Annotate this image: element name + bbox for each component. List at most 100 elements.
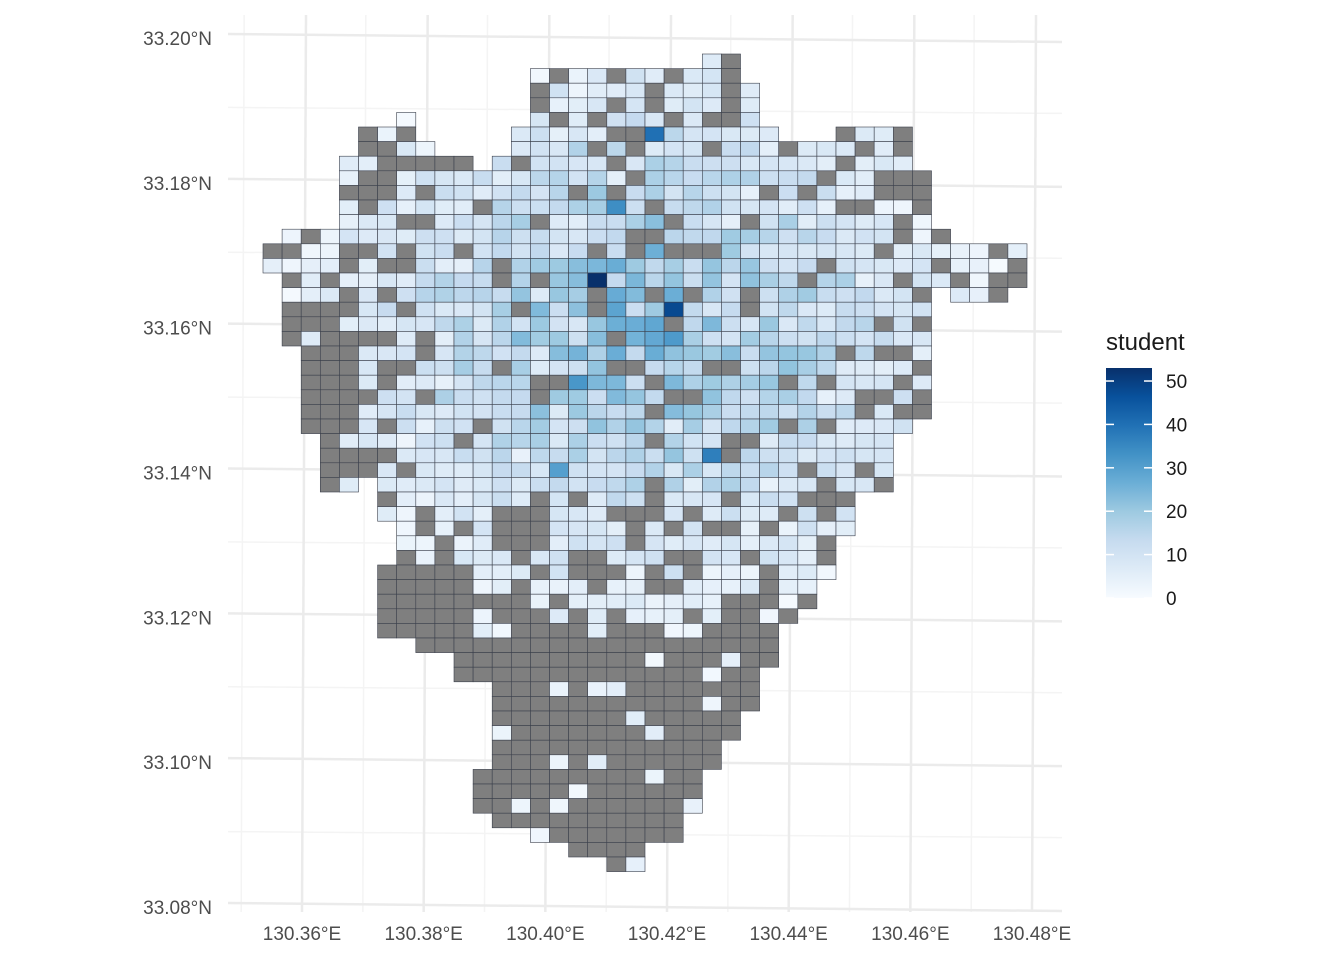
grid-cell [568, 141, 588, 157]
grid-cell-na [606, 842, 627, 858]
grid-cell [510, 564, 531, 580]
grid-cell [377, 214, 398, 230]
grid-cell [625, 272, 646, 288]
grid-cell [644, 170, 665, 186]
grid-cell-na [892, 272, 913, 288]
grid-cell [721, 185, 741, 201]
grid-cell [415, 287, 436, 303]
grid-cell-na [530, 725, 550, 741]
grid-cell [472, 360, 493, 376]
grid-cell-na [568, 769, 588, 785]
grid-cell [606, 520, 627, 537]
grid-cell [625, 404, 646, 420]
grid-cell [988, 258, 1009, 274]
grid-cell [701, 506, 722, 522]
grid-cell [797, 433, 818, 449]
grid-cell [759, 199, 779, 215]
grid-cell-na [740, 214, 760, 230]
grid-cell [682, 404, 703, 420]
grid-cell [358, 360, 378, 376]
grid-cell-na [530, 783, 550, 799]
grid-cell [701, 331, 722, 347]
grid-cell [797, 331, 818, 347]
grid-cell [587, 68, 608, 84]
grid-cell-na [682, 637, 703, 653]
grid-cell-na [549, 812, 569, 829]
grid-cell-na [854, 141, 875, 157]
grid-cell [644, 652, 665, 668]
grid-cell-na [587, 579, 608, 595]
grid-cell [778, 316, 799, 332]
grid-cell-na [510, 652, 531, 668]
grid-cell [740, 535, 760, 551]
grid-cell-na [663, 666, 684, 683]
grid-cell [434, 345, 455, 361]
grid-cell-na [358, 462, 378, 478]
grid-cell-na [721, 593, 741, 610]
grid-cell-na [816, 477, 837, 493]
grid-cell-na [644, 710, 665, 726]
grid-cell-na [300, 345, 321, 361]
grid-cell [663, 141, 684, 157]
grid-cell [969, 272, 990, 288]
grid-cell [549, 360, 569, 376]
grid-cell [339, 170, 359, 186]
grid-cell-na [931, 228, 951, 245]
grid-cell [453, 185, 474, 201]
grid-cell [835, 477, 856, 493]
grid-cell-na [377, 141, 398, 157]
grid-cell-na [606, 783, 627, 799]
grid-cell [759, 418, 779, 434]
grid-cell [472, 170, 493, 186]
grid-cell [625, 579, 646, 595]
grid-cell-na [453, 564, 474, 580]
grid-cell-na [606, 97, 627, 113]
grid-cell [625, 345, 646, 361]
grid-cell [835, 404, 856, 420]
grid-cell-na [644, 287, 665, 303]
grid-cell [759, 404, 779, 420]
grid-cell-na [377, 623, 398, 639]
grid-cell [434, 374, 455, 391]
grid-cell-na [663, 637, 684, 653]
grid-cell-na [549, 637, 569, 653]
grid-cell [625, 418, 646, 434]
grid-cell [682, 447, 703, 464]
grid-cell-na [644, 812, 665, 829]
grid-cell [396, 491, 417, 507]
grid-cell-na [682, 389, 703, 405]
grid-cell [816, 243, 837, 259]
grid-cell [530, 477, 550, 493]
grid-cell [759, 141, 779, 157]
grid-cell [530, 579, 550, 595]
grid-cell-na [530, 491, 550, 507]
grid-cell-na [415, 155, 436, 172]
grid-cell-na [530, 535, 550, 551]
grid-cell [549, 433, 569, 449]
grid-cell [510, 447, 531, 464]
grid-cell [549, 798, 569, 814]
grid-cell [549, 199, 569, 215]
grid-cell-na [606, 360, 627, 376]
grid-cell [549, 141, 569, 157]
grid-cell [453, 345, 474, 361]
grid-cell [721, 170, 741, 186]
grid-cell-na [568, 681, 588, 697]
grid-cell-na [281, 301, 302, 318]
grid-cell [931, 272, 951, 288]
grid-cell [663, 170, 684, 186]
grid-cell [854, 214, 875, 230]
grid-cell [396, 141, 417, 157]
grid-cell [358, 345, 378, 361]
grid-cell [472, 564, 493, 580]
grid-cell-na [396, 623, 417, 639]
grid-cell [434, 418, 455, 434]
grid-cell [816, 185, 837, 201]
grid-cell [491, 418, 512, 434]
grid-cell [701, 82, 722, 99]
grid-cell-na [740, 666, 760, 683]
grid-cell [721, 579, 741, 595]
grid-cell [510, 141, 531, 157]
grid-cell-na [740, 623, 760, 639]
grid-cell-na [491, 258, 512, 274]
